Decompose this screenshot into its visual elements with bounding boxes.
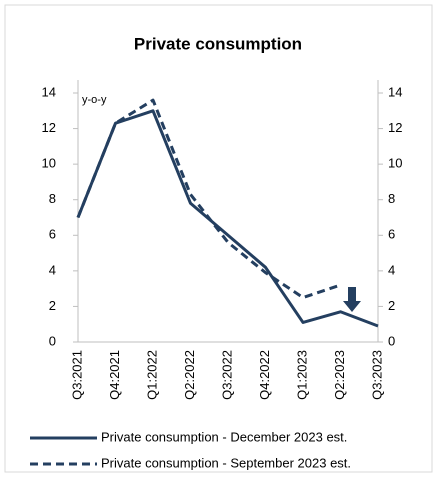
- y2-tick-label: 14: [388, 84, 402, 99]
- x-tick-label: Q3:2022: [219, 350, 234, 400]
- y2-tick-label: 12: [388, 120, 402, 135]
- x-tick-label: Q4:2021: [107, 350, 122, 400]
- y-tick-label: 14: [42, 84, 56, 99]
- x-tick-label: Q2:2022: [182, 350, 197, 400]
- y-tick-label: 0: [49, 333, 56, 348]
- y2-tick-label: 4: [388, 262, 395, 277]
- x-tick-label: Q2:2023: [332, 350, 347, 400]
- y-axis-label: y-o-y: [82, 94, 107, 106]
- legend-label: Private consumption - December 2023 est.: [101, 429, 347, 444]
- x-tick-label: Q4:2022: [257, 350, 272, 400]
- y2-tick-label: 0: [388, 333, 395, 348]
- arrow-annotation: [343, 287, 361, 312]
- y2-tick-label: 2: [388, 298, 395, 313]
- y2-tick-label: 10: [388, 156, 402, 171]
- y-tick-label: 8: [49, 191, 56, 206]
- y-tick-label: 10: [42, 156, 56, 171]
- x-tick-label: Q1:2022: [144, 350, 159, 400]
- chart-title: Private consumption: [134, 34, 302, 53]
- x-tick-label: Q3:2023: [369, 350, 384, 400]
- series-line: [76, 109, 379, 328]
- series-line: [76, 98, 341, 300]
- y-tick-label: 4: [49, 262, 56, 277]
- legend-label: Private consumption - September 2023 est…: [101, 455, 351, 470]
- y-tick-label: 12: [42, 120, 56, 135]
- x-tick-label: Q3:2021: [69, 350, 84, 400]
- chart-frame: [4, 4, 433, 473]
- y2-tick-label: 6: [388, 227, 395, 242]
- x-tick-label: Q1:2023: [294, 350, 309, 400]
- y-tick-label: 2: [49, 298, 56, 313]
- y2-tick-label: 8: [388, 191, 395, 206]
- y-tick-label: 6: [49, 227, 56, 242]
